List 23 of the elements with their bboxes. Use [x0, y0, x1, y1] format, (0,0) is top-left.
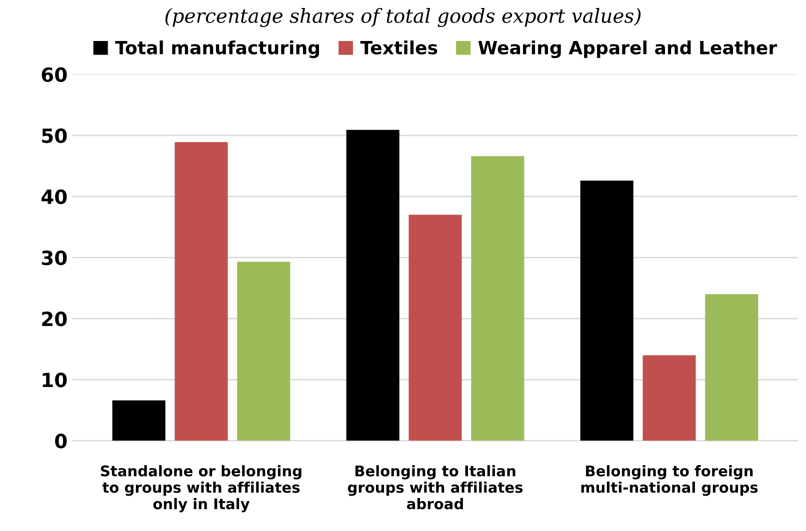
y-tick-label: 60	[42, 67, 67, 82]
y-tick-label: 50	[42, 128, 67, 144]
bar	[642, 355, 696, 441]
x-tick-label: Belonging to Italian groups with affiliates abroad	[348, 465, 523, 510]
legend-label: Total manufacturing	[115, 40, 319, 58]
bar	[705, 294, 758, 441]
bar	[580, 180, 634, 441]
x-tick-label: Standalone or belonging to groups with affiliates only in Italy	[100, 465, 302, 512]
legend-label: Textiles	[360, 40, 438, 54]
bar	[346, 130, 400, 441]
bar	[174, 142, 228, 441]
x-tick-label: Belonging to foreign multi-national groups	[581, 465, 758, 496]
y-tick-label: 0	[55, 434, 67, 448]
y-tick-label: 40	[41, 189, 67, 204]
bar	[112, 400, 166, 441]
y-tick-label: 10	[42, 372, 67, 388]
y-tick-label: 30	[42, 250, 67, 266]
bar	[471, 156, 524, 441]
bar	[408, 214, 462, 441]
chart-subtitle: (percentage shares of total goods export values)	[165, 8, 641, 28]
bar	[237, 262, 290, 441]
y-tick-label: 20	[42, 312, 67, 326]
legend-label: Wearing Apparel and Leather	[478, 40, 778, 58]
